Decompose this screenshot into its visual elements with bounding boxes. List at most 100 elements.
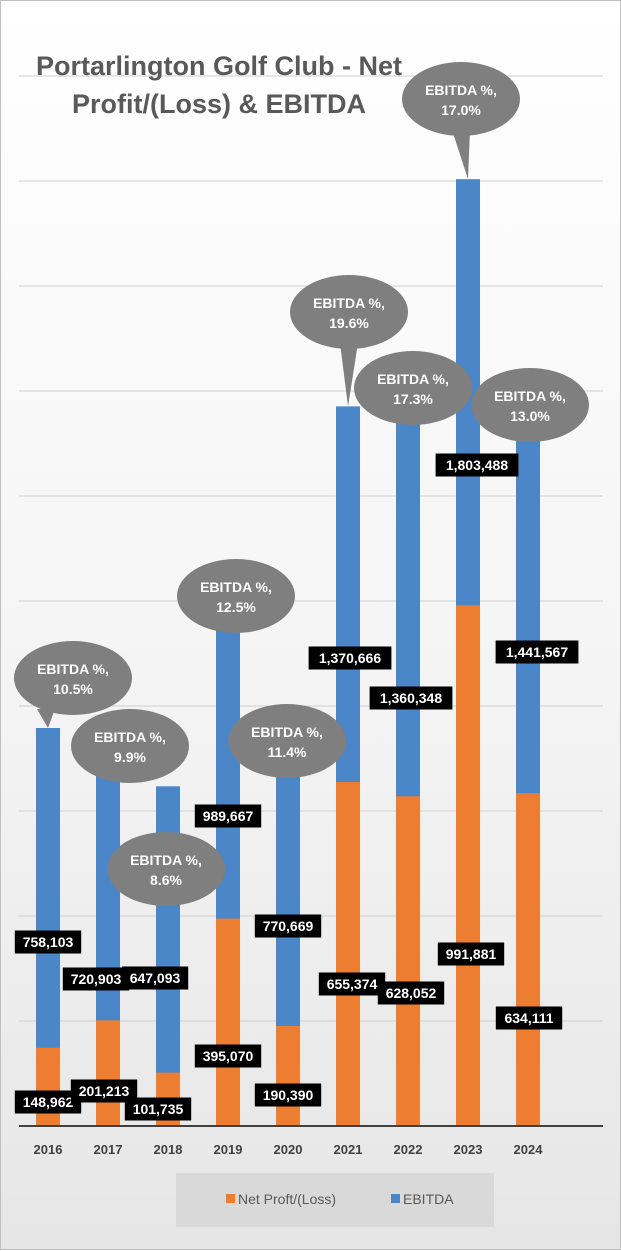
x-axis-ticks: 2016 2017 2018 2019 2020 2021 2022 2023 2024 [34,1142,544,1157]
data-label-net-profit-2020: 190,390 [254,1083,322,1107]
data-label-text: 628,052 [386,985,437,1001]
callout-label: 8.6% [150,872,182,888]
data-label-box [14,930,82,954]
callout-2024: EBITDA %, 13.0% [471,368,589,442]
callout-2020: EBITDA %, 11.4% [228,704,346,778]
callout-label: EBITDA %, [377,371,449,387]
data-labels: 758,103 720,903 647,093 989,667 770,669 1,370… [14,453,579,1121]
callout-bubble [228,704,346,778]
callout-bubble [107,832,225,906]
data-label-box [194,804,262,828]
callout-label: 17.0% [441,102,481,118]
data-label-text: 647,093 [130,970,181,986]
legend-swatch [391,1194,400,1203]
bar-net-profit-2024 [516,793,540,1126]
bar-net-profit-2021 [336,781,360,1126]
chart-title: Portarlington Golf Club - Net Profit/(Los… [36,51,402,119]
ebitda-pct-callouts: EBITDA %, 10.5% EBITDA %, 9.9% EBITDA %, 8.6%… [14,62,589,906]
callout-2016: EBITDA %, 10.5% [14,641,132,728]
data-label-box [435,453,519,477]
data-label-net-profit-2017: 201,213 [70,1079,138,1103]
callout-2018: EBITDA %, 8.6% [107,832,225,906]
data-label-ebitda-2023: 1,803,488 [435,453,519,477]
data-label-text: 1,441,567 [506,644,568,660]
data-label-text: 190,390 [263,1087,314,1103]
data-label-box [495,640,579,664]
data-label-ebitda-2024: 1,441,567 [495,640,579,664]
data-label-net-profit-2022: 628,052 [377,981,445,1005]
bar-net-profit-2020 [276,1026,300,1126]
x-tick-label-2016: 2016 [34,1142,63,1157]
callout-bubble [354,351,472,425]
data-label-text: 991,881 [446,946,497,962]
callout-label: EBITDA %, [130,852,202,868]
data-label-net-profit-2023: 991,881 [437,942,505,966]
callout-label: EBITDA %, [494,388,566,404]
callout-label: 10.5% [53,681,93,697]
x-tick-label-2018: 2018 [154,1142,183,1157]
data-label-box [377,981,445,1005]
bar-net-profit-2017 [96,1020,120,1126]
data-label-ebitda-2018: 647,093 [121,966,189,990]
data-label-box [254,1083,322,1107]
data-label-box [124,1097,192,1121]
callout-2021: EBITDA %, 19.6% [290,275,408,407]
data-label-text: 655,374 [327,976,378,992]
callout-bubble [402,62,520,136]
callout-label: 11.4% [268,744,307,760]
data-label-net-profit-2019: 395,070 [194,1044,262,1068]
callout-2022: EBITDA %, 17.3% [354,351,472,425]
data-label-box [14,1090,82,1114]
callout-label: 17.3% [393,391,433,407]
data-label-text: 1,370,666 [319,650,381,666]
bar-net-profit-2022 [396,796,420,1126]
data-label-box [194,1044,262,1068]
data-label-ebitda-2019: 989,667 [194,804,262,828]
data-label-text: 1,360,348 [380,690,442,706]
data-label-text: 770,669 [263,918,314,934]
x-tick-label-2024: 2024 [514,1142,544,1157]
data-label-ebitda-2016: 758,103 [14,930,82,954]
callout-label: 9.9% [114,749,146,765]
callout-pointer [37,709,55,728]
callout-2017: EBITDA %, 9.9% [71,709,189,783]
x-tick-label-2020: 2020 [274,1142,303,1157]
legend: Net Proft/(Loss) EBITDA [176,1173,494,1227]
chart-title-line: Portarlington Golf Club - Net [36,51,402,81]
data-label-net-profit-2016: 148,962 [14,1090,82,1114]
data-label-text: 101,735 [133,1101,184,1117]
data-label-net-profit-2021: 655,374 [318,972,386,996]
x-tick-label-2021: 2021 [334,1142,363,1157]
callout-pointer [452,130,470,180]
callout-label: EBITDA %, [37,661,109,677]
data-label-text: 989,667 [203,808,254,824]
legend-entry-1: EBITDA [391,1191,454,1207]
x-tick-label-2023: 2023 [454,1142,483,1157]
data-label-box [318,972,386,996]
x-tick-label-2019: 2019 [214,1142,243,1157]
callout-bubble [71,709,189,783]
callout-label: EBITDA %, [425,82,497,98]
data-label-box [70,1079,138,1103]
legend-label: Net Proft/(Loss) [238,1191,336,1207]
data-label-box [369,686,453,710]
callout-pointer [340,343,358,407]
data-label-box [495,1006,563,1030]
data-label-box [308,646,392,670]
data-label-box [121,966,189,990]
data-label-box [62,967,130,991]
legend-swatch [226,1194,235,1203]
data-label-text: 1,803,488 [446,457,508,473]
bar-net-profit-2023 [456,605,480,1126]
data-label-text: 758,103 [23,934,74,950]
data-label-text: 720,903 [71,971,122,987]
data-label-net-profit-2018: 101,735 [124,1097,192,1121]
callout-bubble [14,641,132,715]
callout-label: EBITDA %, [200,579,272,595]
callout-label: 12.5% [216,599,256,615]
data-label-ebitda-2017: 720,903 [62,967,130,991]
x-tick-label-2022: 2022 [394,1142,423,1157]
legend-label: EBITDA [403,1191,454,1207]
